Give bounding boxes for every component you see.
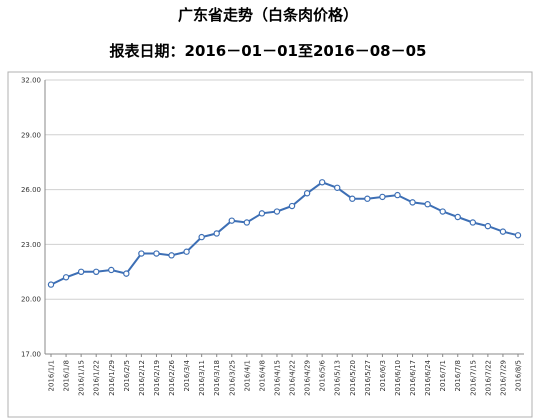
x-tick-label: 2016/1/8 bbox=[63, 360, 71, 391]
x-tick-label: 2016/2/26 bbox=[168, 359, 176, 395]
x-tick-label: 2016/4/15 bbox=[273, 360, 281, 396]
x-tick-label: 2016/4/29 bbox=[304, 360, 312, 396]
data-point bbox=[183, 248, 190, 255]
data-point bbox=[499, 228, 507, 235]
data-point bbox=[258, 210, 266, 217]
x-tick-label: 2016/4/1 bbox=[243, 360, 251, 391]
data-point bbox=[62, 274, 70, 281]
data-point bbox=[334, 184, 341, 191]
x-tick-label: 2016/5/13 bbox=[334, 360, 342, 396]
data-point bbox=[394, 191, 401, 199]
series-path bbox=[50, 181, 519, 286]
x-tick-label: 2016/4/8 bbox=[258, 360, 266, 391]
y-tick-label: 17.00 bbox=[21, 351, 41, 359]
y-axis: 17.00 20.00 23.00 26.00 29.00 32.00 bbox=[21, 77, 46, 359]
x-tick-label: 2016/3/18 bbox=[213, 360, 221, 396]
chart-frame bbox=[7, 71, 533, 418]
x-tick-label: 2016/1/22 bbox=[93, 360, 101, 396]
x-tick-label: 2016/6/24 bbox=[424, 359, 432, 395]
data-point bbox=[379, 193, 386, 201]
data-point bbox=[92, 268, 100, 275]
x-tick-label: 2016/7/15 bbox=[469, 360, 477, 396]
x-tick-label: 2016/1/29 bbox=[108, 360, 116, 396]
data-point bbox=[484, 222, 492, 230]
y-tick-label: 32.00 bbox=[21, 77, 41, 85]
y-tick-label: 29.00 bbox=[21, 131, 41, 139]
data-point bbox=[303, 190, 311, 197]
x-tick-label: 2016/5/27 bbox=[364, 360, 372, 396]
chart-subtitle: 报表日期：2016－01－01至2016－08－05 bbox=[109, 42, 427, 60]
data-point bbox=[288, 202, 296, 210]
x-tick-label: 2016/3/11 bbox=[198, 360, 206, 396]
data-point bbox=[424, 201, 431, 208]
x-tick-label: 2016/6/3 bbox=[379, 360, 387, 391]
data-point bbox=[243, 219, 251, 226]
x-tick-label: 2016/1/1 bbox=[48, 360, 56, 391]
data-point bbox=[138, 250, 145, 257]
x-tick-label: 2016/7/1 bbox=[439, 360, 447, 391]
data-point bbox=[123, 270, 130, 277]
gridlines bbox=[45, 79, 524, 355]
data-point bbox=[469, 219, 477, 226]
x-tick-label: 2016/2/19 bbox=[153, 360, 161, 396]
x-tick-label: 2016/3/25 bbox=[228, 360, 236, 396]
x-tick-label: 2016/7/29 bbox=[499, 360, 507, 396]
data-point bbox=[364, 195, 371, 202]
data-point bbox=[514, 232, 522, 239]
x-tick-label: 2016/5/6 bbox=[319, 359, 327, 391]
x-tick-label: 2016/2/5 bbox=[123, 360, 131, 391]
data-point bbox=[318, 179, 326, 186]
x-tick-label: 2016/6/10 bbox=[394, 360, 402, 396]
data-point bbox=[168, 252, 175, 259]
chart-title: 广东省走势（白条肉价格） bbox=[177, 6, 358, 24]
y-tick-label: 26.00 bbox=[21, 186, 41, 194]
x-tick-label: 2016/4/22 bbox=[289, 360, 297, 396]
data-point bbox=[153, 250, 160, 257]
data-point bbox=[454, 213, 461, 221]
x-tick-label: 2016/6/17 bbox=[409, 360, 417, 396]
data-point bbox=[273, 208, 281, 215]
x-tick-label: 2016/2/12 bbox=[138, 360, 146, 396]
x-tick-label: 2016/7/22 bbox=[484, 360, 492, 396]
data-point bbox=[47, 281, 55, 288]
x-tick-label: 2016/8/5 bbox=[515, 360, 523, 391]
y-tick-label: 23.00 bbox=[21, 241, 41, 249]
data-point bbox=[439, 208, 446, 215]
data-point bbox=[213, 230, 220, 237]
x-tick-label: 2016/7/8 bbox=[454, 360, 462, 391]
x-tick-label: 2016/5/20 bbox=[349, 360, 357, 396]
series-line bbox=[47, 179, 522, 288]
x-tick-label: 2016/1/15 bbox=[78, 360, 86, 396]
data-point bbox=[198, 233, 205, 241]
y-tick-label: 20.00 bbox=[21, 296, 41, 304]
data-point bbox=[228, 217, 235, 224]
data-point bbox=[77, 268, 85, 275]
data-point bbox=[349, 195, 356, 202]
x-tick-label: 2016/3/4 bbox=[183, 359, 191, 391]
data-point bbox=[409, 199, 416, 206]
data-point bbox=[108, 266, 115, 274]
x-axis: 2016/1/1 2016/1/8 2016/1/15 2016/1/22 2016/1… bbox=[45, 353, 524, 396]
